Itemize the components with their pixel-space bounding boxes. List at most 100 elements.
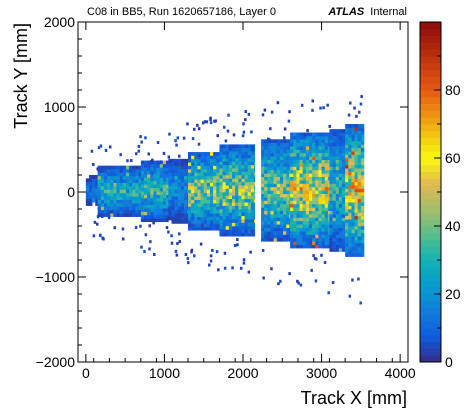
- heatmap-cell: [197, 223, 201, 228]
- heatmap-cell: [200, 199, 205, 204]
- heatmap-cell: [162, 211, 167, 216]
- heatmap-cell: [168, 206, 172, 211]
- heatmap-cell: [171, 220, 175, 224]
- heatmap-cell: [153, 194, 157, 199]
- heatmap-cell: [351, 246, 355, 251]
- heatmap-cell: [264, 156, 268, 160]
- heatmap-cell: [210, 192, 214, 197]
- heatmap-cell: [296, 159, 300, 164]
- color-scale-band: [420, 22, 441, 30]
- y-tick-label: −2000: [36, 354, 76, 370]
- heatmap-cell: [293, 200, 297, 205]
- heatmap-cell: [153, 214, 157, 219]
- heatmap-cell: [147, 163, 151, 168]
- heatmap-cell: [244, 175, 249, 179]
- heatmap-cell: [286, 203, 290, 208]
- heatmap-cell: [194, 223, 198, 228]
- heatmap-cell: [342, 132, 346, 137]
- heatmap-cell: [261, 220, 265, 225]
- heatmap-cell: [132, 196, 136, 200]
- heatmap-cell: [144, 160, 148, 165]
- heatmap-cell: [225, 222, 230, 227]
- heatmap-cell: [321, 234, 326, 239]
- heatmap-cell: [338, 156, 343, 160]
- heatmap-cell: [309, 237, 313, 242]
- heatmap-cell: [324, 183, 329, 188]
- heatmap-cell: [132, 165, 136, 170]
- heatmap-cell: [345, 253, 349, 257]
- heatmap-cell: [293, 190, 297, 194]
- heatmap-cell: [327, 207, 330, 211]
- heatmap-cell: [276, 193, 281, 198]
- heatmap-cell: [125, 199, 130, 204]
- heatmap-cell: [348, 175, 352, 179]
- heatmap-cell: [273, 180, 278, 184]
- heatmap-cell: [156, 163, 161, 168]
- heatmap-cell: [345, 192, 349, 196]
- heatmap-cell: [296, 217, 300, 222]
- heatmap-cell: [147, 180, 151, 185]
- heatmap-cell: [360, 171, 365, 176]
- heatmap-cell: [191, 179, 195, 183]
- heatmap-cell: [235, 229, 239, 234]
- heatmap-cell: [209, 116, 212, 120]
- heatmap-cell: [332, 135, 337, 140]
- heatmap-cell: [113, 169, 117, 173]
- heatmap-cell: [241, 212, 245, 217]
- heatmap-cell: [107, 189, 111, 194]
- heatmap-cell: [113, 186, 117, 190]
- heatmap-cell: [85, 198, 90, 203]
- heatmap-cell: [342, 231, 346, 235]
- heatmap-cell: [327, 210, 330, 215]
- heatmap-cell: [116, 199, 120, 204]
- heatmap-cell: [270, 197, 274, 201]
- heatmap-cell: [357, 181, 362, 186]
- heatmap-cell: [360, 202, 365, 206]
- heatmap-cell: [296, 169, 300, 174]
- heatmap-cell: [244, 222, 249, 227]
- heatmap-cell: [177, 182, 182, 187]
- heatmap-cell: [357, 246, 362, 251]
- heatmap-cell: [122, 192, 127, 197]
- heatmap-cell: [100, 189, 105, 194]
- heatmap-cell: [329, 241, 333, 245]
- heatmap-cell: [338, 210, 343, 215]
- heatmap-cell: [188, 175, 192, 180]
- heatmap-cell: [315, 166, 319, 171]
- heatmap-cell: [348, 192, 352, 196]
- heatmap-cell: [293, 207, 297, 211]
- heatmap-cell: [130, 159, 133, 163]
- heatmap-cell: [89, 178, 93, 183]
- heatmap-cell: [238, 181, 242, 186]
- heatmap-cell: [264, 173, 268, 177]
- heatmap-cell: [327, 180, 330, 184]
- heatmap-cell: [335, 193, 340, 198]
- heatmap-cell: [357, 277, 360, 281]
- heatmap-cell: [209, 121, 213, 125]
- heatmap-cell: [138, 196, 142, 200]
- heatmap-cell: [167, 230, 170, 234]
- heatmap-cell: [348, 130, 352, 135]
- heatmap-cell: [150, 170, 154, 175]
- color-scale-band: [420, 314, 441, 322]
- heatmap-cell: [228, 192, 233, 196]
- heatmap-cell: [309, 244, 313, 249]
- heatmap-cell: [342, 129, 346, 133]
- heatmap-cell: [276, 217, 281, 222]
- heatmap-cell: [289, 166, 291, 171]
- heatmap-cell: [171, 216, 175, 221]
- heatmap-cell: [312, 149, 316, 154]
- heatmap-cell: [351, 158, 355, 162]
- heatmap-cell: [335, 183, 340, 188]
- heatmap-cell: [315, 132, 319, 137]
- heatmap-cell: [351, 222, 355, 227]
- heatmap-cell: [188, 162, 192, 166]
- heatmap-cell: [283, 227, 287, 232]
- heatmap-cell: [324, 237, 329, 242]
- heatmap-cell: [107, 172, 111, 177]
- heatmap-cell: [351, 178, 355, 183]
- heatmap-cell: [267, 231, 271, 235]
- heatmap-cell: [216, 199, 220, 204]
- heatmap-cell: [321, 166, 326, 171]
- heatmap-cell: [219, 188, 223, 193]
